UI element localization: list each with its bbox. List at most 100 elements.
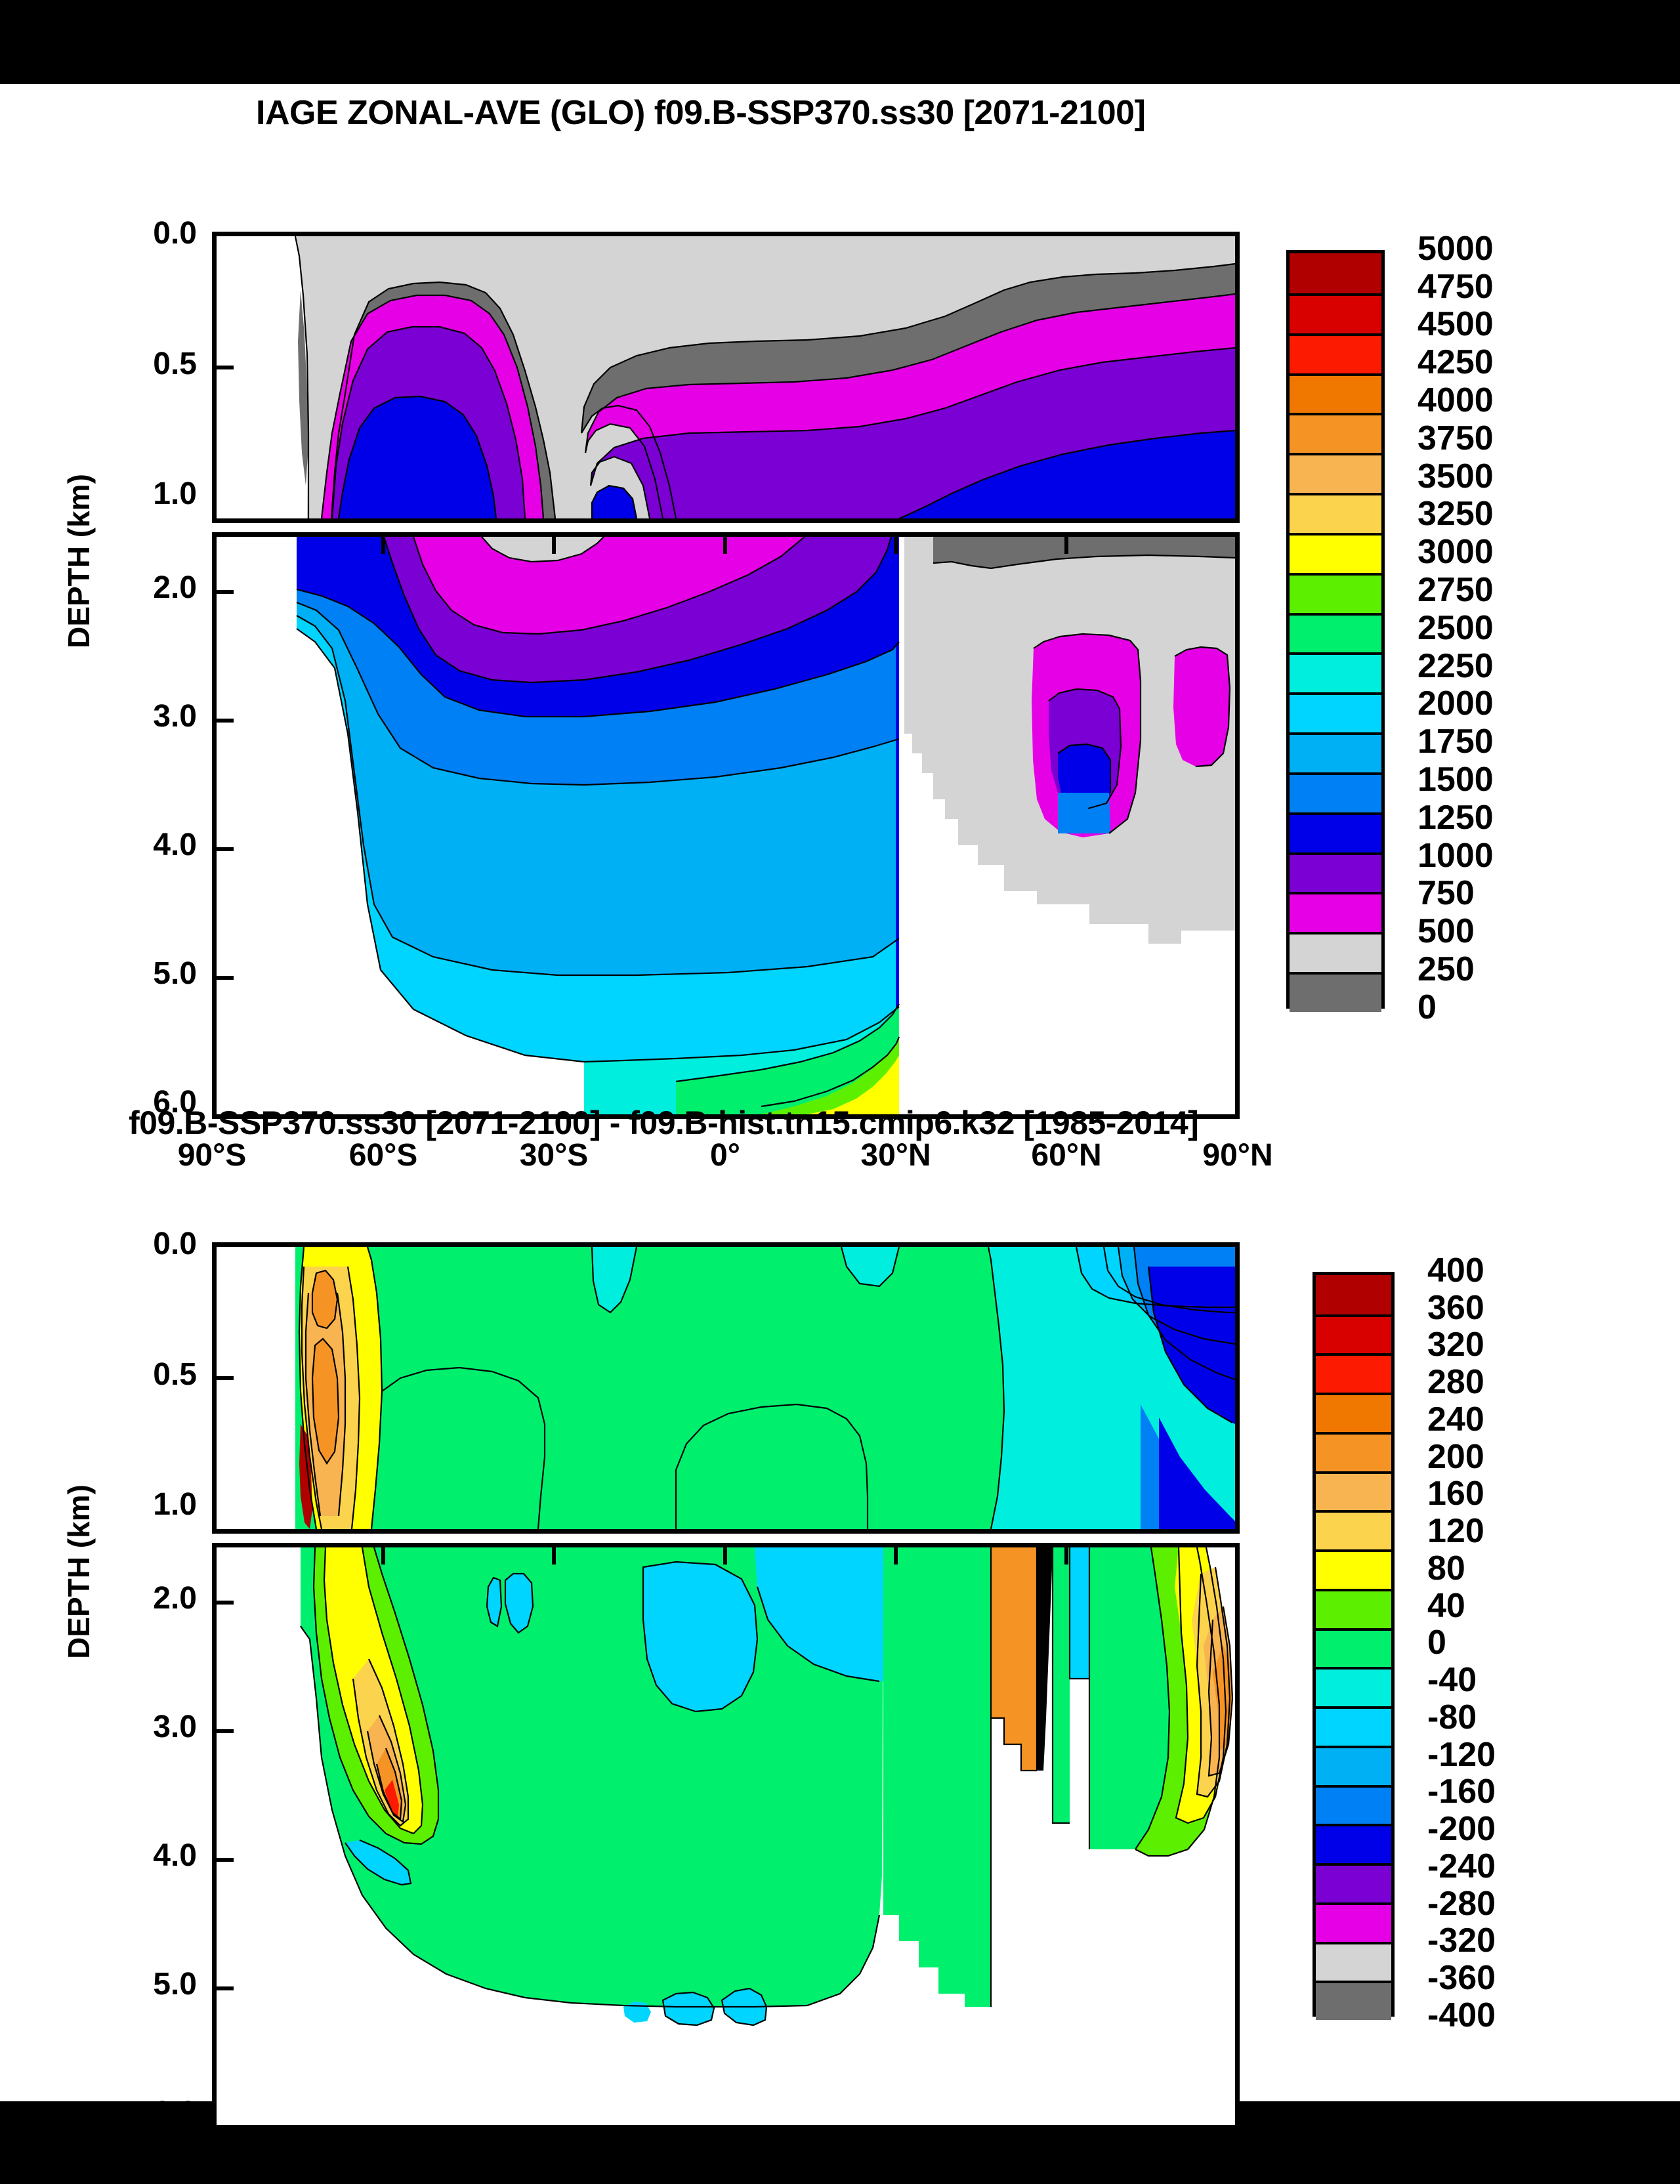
panel-bottom-xlabel-30S: 30°S bbox=[519, 2149, 589, 2183]
panel-bottom-lower-axes bbox=[212, 1543, 1240, 2130]
colorbar-label: 3500 bbox=[1418, 457, 1494, 495]
colorbar-label: 750 bbox=[1418, 874, 1475, 913]
panel-top-lower-ytick-4.0 bbox=[217, 847, 234, 851]
colorbar-label: 2250 bbox=[1418, 646, 1494, 685]
colorbar-divider bbox=[1290, 493, 1381, 496]
colorbar-swatch bbox=[1290, 413, 1381, 453]
panel-top-ylabel-5.0: 5.0 bbox=[153, 956, 197, 991]
colorbar-label: 0 bbox=[1418, 988, 1437, 1026]
colorbar-divider bbox=[1316, 1588, 1391, 1591]
colorbar-divider bbox=[1316, 1471, 1391, 1474]
colorbar-divider bbox=[1316, 1628, 1391, 1631]
colorbar-swatch bbox=[1316, 1588, 1391, 1628]
panel-top-upper-axes bbox=[212, 232, 1240, 523]
colorbar-divider bbox=[1290, 732, 1381, 736]
colorbar-swatch bbox=[1290, 293, 1381, 333]
colorbar-divider bbox=[1316, 1706, 1391, 1710]
colorbar-divider bbox=[1316, 1431, 1391, 1435]
panel-top-ylabel-2.0: 2.0 bbox=[153, 570, 197, 605]
colorbar-divider bbox=[1290, 293, 1381, 296]
panel-top-xtick-60N bbox=[1064, 537, 1068, 554]
panel-bottom-ylabel-1.0: 1.0 bbox=[153, 1487, 197, 1522]
colorbar-swatch bbox=[1290, 892, 1381, 933]
colorbar-swatch bbox=[1316, 1981, 1391, 2020]
colorbar-swatch bbox=[1290, 333, 1381, 373]
panel-bottom-ylabel-4.0: 4.0 bbox=[153, 1838, 197, 1873]
colorbar-swatch bbox=[1316, 1667, 1391, 1707]
colorbar-swatch bbox=[1316, 1941, 1391, 1981]
colorbar-swatch bbox=[1290, 612, 1381, 653]
colorbar-divider bbox=[1290, 532, 1381, 536]
panel-top-lower-ytick-2.0 bbox=[217, 590, 234, 594]
colorbar-label: 0 bbox=[1427, 1624, 1446, 1662]
colorbar-swatch bbox=[1290, 572, 1381, 613]
colorbar-swatch bbox=[1290, 972, 1381, 1012]
colorbar-label: 250 bbox=[1418, 950, 1475, 988]
panel-top-lower-ytick-5.0 bbox=[217, 976, 234, 980]
panel-top-xlabel-60S: 60°S bbox=[348, 1138, 418, 1173]
colorbar-divider bbox=[1290, 932, 1381, 935]
colorbar-swatch bbox=[1316, 1431, 1391, 1471]
panel-bottom-upper-ytick-0.5 bbox=[217, 1376, 234, 1380]
panel-top-xlabel-0: 0° bbox=[710, 1138, 740, 1173]
panel-bottom-xlabel-0: 0° bbox=[710, 2149, 740, 2183]
colorbar-divider bbox=[1290, 612, 1381, 616]
colorbar-label: 320 bbox=[1427, 1326, 1484, 1364]
panel-bottom-ylabel-0.5: 0.5 bbox=[153, 1357, 197, 1392]
colorbar-divider bbox=[1290, 652, 1381, 656]
panel-bottom-ylabel-3.0: 3.0 bbox=[153, 1710, 197, 1744]
colorbar-divider bbox=[1316, 1902, 1391, 1905]
panel-bottom-colorbar: 400 360 320 280 240 200 160 120 80 40 0 -40 -80 -120-… bbox=[1312, 1242, 1654, 2082]
colorbar-divider bbox=[1290, 453, 1381, 456]
panel-bottom-xtick-30N bbox=[894, 1547, 898, 1564]
colorbar-swatch bbox=[1290, 652, 1381, 693]
colorbar-divider bbox=[1316, 1784, 1391, 1788]
colorbar-swatch bbox=[1316, 1784, 1391, 1824]
colorbar-label: 360 bbox=[1427, 1288, 1484, 1327]
colorbar-divider bbox=[1290, 812, 1381, 815]
colorbar-label: -80 bbox=[1427, 1698, 1477, 1736]
colorbar-divider bbox=[1316, 1981, 1391, 1984]
colorbar-label: 4000 bbox=[1418, 381, 1494, 419]
colorbar-label: 5000 bbox=[1418, 229, 1494, 268]
colorbar-label: 400 bbox=[1427, 1251, 1484, 1290]
colorbar-swatch bbox=[1290, 373, 1381, 413]
colorbar-swatch bbox=[1316, 1745, 1391, 1785]
panel-bottom-xlabel-90S: 90°S bbox=[177, 2149, 247, 2183]
colorbar-swatch bbox=[1290, 253, 1381, 293]
colorbar-divider bbox=[1290, 572, 1381, 576]
panel-top-xlabel-60N: 60°N bbox=[1031, 1138, 1102, 1173]
colorbar-divider bbox=[1316, 1393, 1391, 1396]
colorbar-swatch bbox=[1316, 1902, 1391, 1942]
colorbar-label: 3250 bbox=[1418, 495, 1494, 534]
panel-top-lower-field bbox=[217, 537, 1235, 1114]
panel-top-xlabel-30S: 30°S bbox=[519, 1138, 589, 1173]
colorbar-label: -40 bbox=[1427, 1661, 1477, 1699]
panel-bottom-ylabel-5.0: 5.0 bbox=[153, 1967, 197, 2002]
colorbar-swatch bbox=[1290, 732, 1381, 772]
panel-bottom-ylabel-0.0: 0.0 bbox=[153, 1227, 197, 1261]
colorbar-label: 280 bbox=[1427, 1363, 1484, 1401]
colorbar-divider bbox=[1316, 1667, 1391, 1670]
colorbar-swatch bbox=[1316, 1863, 1391, 1902]
panel-top-upper-field bbox=[217, 236, 1235, 518]
colorbar-divider bbox=[1316, 1824, 1391, 1827]
panel-top-lower-ytick-3.0 bbox=[217, 719, 234, 723]
colorbar-divider bbox=[1316, 1353, 1391, 1356]
colorbar-swatch bbox=[1290, 812, 1381, 852]
colorbar-divider bbox=[1290, 692, 1381, 696]
colorbar-label: -120 bbox=[1427, 1735, 1496, 1774]
panel-top-title: IAGE ZONAL-AVE (GLO) f09.B-SSP370.ss30 [… bbox=[256, 94, 1146, 132]
colorbar-label: 500 bbox=[1418, 912, 1475, 951]
colorbar-swatch bbox=[1316, 1314, 1391, 1354]
colorbar-divider bbox=[1290, 972, 1381, 975]
panel-bottom-xlabel-60N: 60°N bbox=[1031, 2149, 1102, 2183]
colorbar-divider bbox=[1316, 1941, 1391, 1944]
colorbar-swatch bbox=[1316, 1471, 1391, 1511]
colorbar-divider bbox=[1290, 772, 1381, 775]
colorbar-divider bbox=[1316, 1510, 1391, 1513]
colorbar-label: -200 bbox=[1427, 1810, 1496, 1848]
panel-top-xtick-60S bbox=[381, 537, 385, 554]
panel-bottom-lower-ytick-5.0 bbox=[217, 1986, 234, 1990]
